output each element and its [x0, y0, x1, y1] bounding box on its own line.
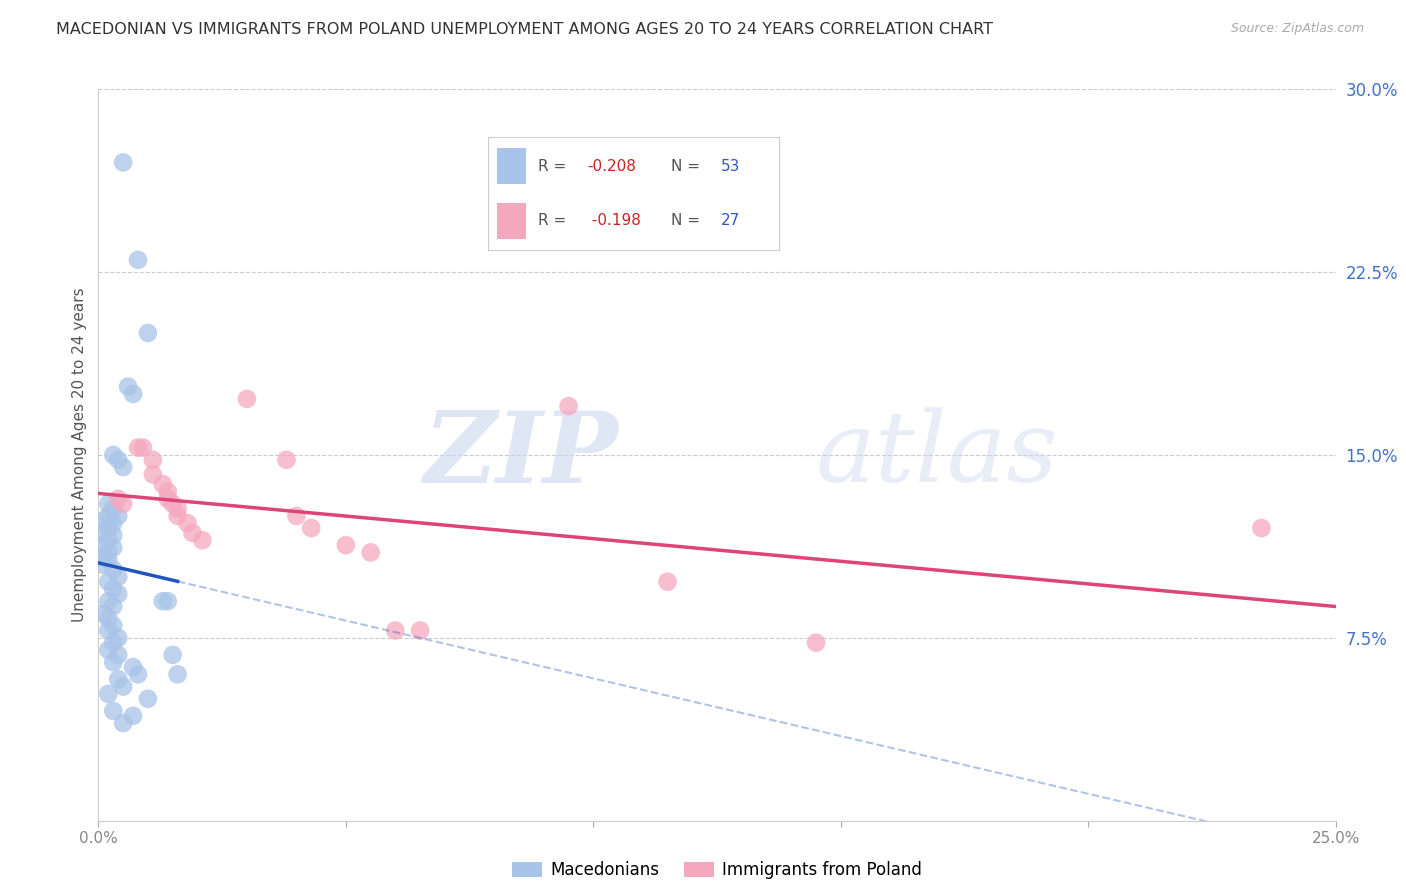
Point [152, 594, 174, 608]
Point [132, 441, 155, 455]
Point [122, 387, 145, 401]
Point [103, 448, 125, 462]
Point [112, 460, 135, 475]
Point [191, 533, 214, 548]
Point [127, 667, 149, 681]
Point [103, 562, 125, 576]
Point [127, 252, 149, 267]
Point [103, 635, 125, 649]
Point [103, 582, 125, 596]
Text: MACEDONIAN VS IMMIGRANTS FROM POLAND UNEMPLOYMENT AMONG AGES 20 TO 24 YEARS CORR: MACEDONIAN VS IMMIGRANTS FROM POLAND UNE… [56, 22, 993, 37]
Point [166, 501, 188, 516]
Point [107, 648, 129, 662]
Point [97, 533, 120, 548]
Point [112, 680, 135, 694]
Point [103, 516, 125, 531]
Point [97, 553, 120, 567]
Point [107, 570, 129, 584]
Point [384, 624, 406, 638]
Point [97, 594, 120, 608]
Point [103, 528, 125, 542]
Point [1250, 521, 1272, 535]
Point [97, 545, 120, 559]
Point [97, 624, 120, 638]
Point [127, 441, 149, 455]
Point [360, 545, 382, 559]
Point [409, 624, 432, 638]
Point [136, 691, 159, 706]
Point [156, 594, 179, 608]
Legend: Macedonians, Immigrants from Poland: Macedonians, Immigrants from Poland [505, 855, 929, 886]
Point [93, 550, 115, 565]
Point [181, 525, 204, 540]
Point [804, 635, 827, 649]
Text: ZIP: ZIP [423, 407, 619, 503]
Point [166, 508, 188, 523]
Point [276, 452, 298, 467]
Point [107, 672, 129, 686]
Point [97, 574, 120, 589]
Point [136, 326, 159, 340]
Point [142, 452, 165, 467]
Point [657, 574, 679, 589]
Point [162, 497, 184, 511]
Point [166, 667, 188, 681]
Point [156, 484, 179, 499]
Text: atlas: atlas [815, 408, 1059, 502]
Point [285, 508, 308, 523]
Point [156, 491, 179, 506]
Point [117, 379, 139, 393]
Point [93, 514, 115, 528]
Point [103, 618, 125, 632]
Text: Source: ZipAtlas.com: Source: ZipAtlas.com [1230, 22, 1364, 36]
Point [335, 538, 357, 552]
Point [97, 521, 120, 535]
Point [162, 648, 184, 662]
Point [112, 716, 135, 731]
Point [103, 541, 125, 555]
Point [107, 508, 129, 523]
Point [112, 497, 135, 511]
Point [152, 477, 174, 491]
Point [97, 497, 120, 511]
Point [97, 611, 120, 625]
Point [107, 491, 129, 506]
Point [122, 708, 145, 723]
Point [107, 452, 129, 467]
Point [122, 660, 145, 674]
Point [93, 538, 115, 552]
Y-axis label: Unemployment Among Ages 20 to 24 years: Unemployment Among Ages 20 to 24 years [72, 287, 87, 623]
Point [97, 687, 120, 701]
Point [107, 631, 129, 645]
Point [557, 399, 579, 413]
Point [103, 655, 125, 669]
Point [103, 599, 125, 613]
Point [97, 508, 120, 523]
Point [107, 587, 129, 601]
Point [103, 704, 125, 718]
Point [142, 467, 165, 482]
Point [93, 558, 115, 572]
Point [112, 155, 135, 169]
Point [103, 501, 125, 516]
Point [299, 521, 322, 535]
Point [176, 516, 198, 531]
Point [97, 643, 120, 657]
Point [236, 392, 259, 406]
Point [93, 525, 115, 540]
Point [93, 607, 115, 621]
